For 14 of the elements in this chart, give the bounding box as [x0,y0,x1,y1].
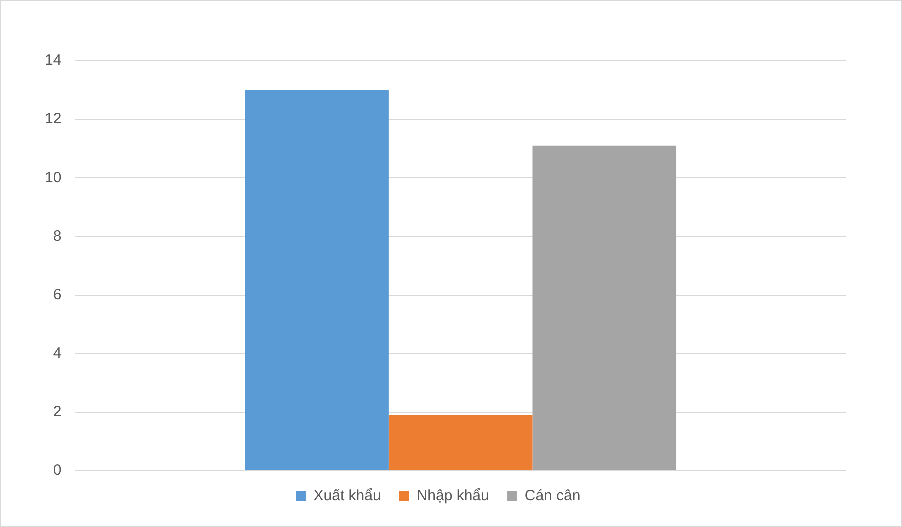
y-tick-label: 0 [53,462,62,480]
y-tick-label: 8 [53,228,62,245]
y-tick-label: 4 [53,345,62,362]
bar [532,146,677,470]
y-tick-label: 2 [53,404,62,421]
legend-label: Nhập khẩu [416,488,490,505]
bar [388,415,533,470]
legend-label: Cán cân [524,488,581,505]
y-tick-label: 12 [44,110,62,128]
bar [245,90,389,470]
y-tick-label: 14 [44,52,62,70]
y-tick-label: 6 [53,286,62,304]
legend-label: Xuất khẩu [314,488,382,505]
y-tick-label: 10 [44,169,62,186]
